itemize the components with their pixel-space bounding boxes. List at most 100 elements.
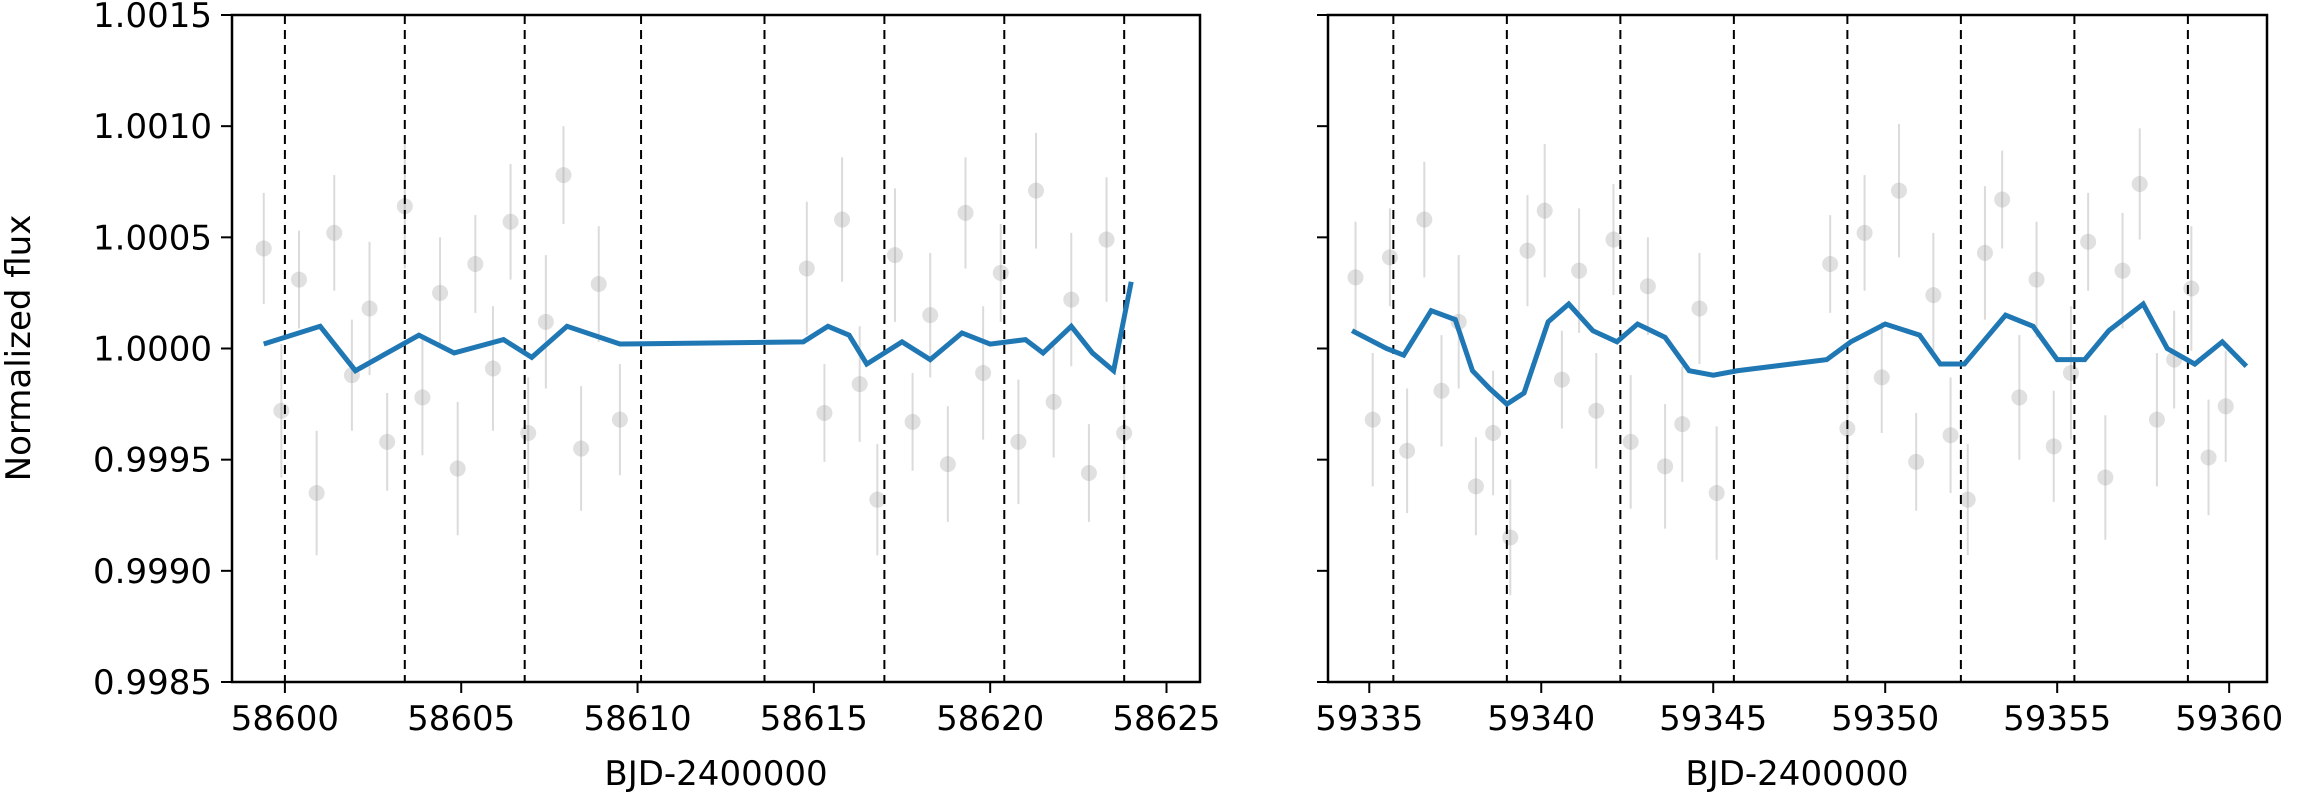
- y-tick-label: 1.0000: [93, 330, 212, 370]
- data-point: [1691, 300, 1708, 317]
- data-point: [2183, 280, 2200, 297]
- data-point: [1890, 182, 1907, 199]
- axes-frame: [230, 13, 1202, 684]
- data-point: [992, 264, 1009, 281]
- x-tick-label: 58625: [1112, 699, 1220, 739]
- data-point: [1467, 478, 1484, 495]
- data-point: [1959, 491, 1976, 508]
- x-tick-label: 59345: [1659, 699, 1767, 739]
- x-tick-label: 59350: [1831, 699, 1939, 739]
- data-point: [2011, 389, 2028, 406]
- data-point: [1925, 287, 1942, 304]
- y-tick-label: 1.0005: [93, 218, 212, 258]
- data-point: [798, 260, 815, 277]
- data-point: [939, 456, 956, 473]
- data-point: [1063, 291, 1080, 308]
- data-point: [816, 404, 833, 421]
- data-point: [308, 485, 325, 502]
- data-point: [467, 256, 484, 273]
- x-tick-label: 59360: [2175, 699, 2283, 739]
- data-point: [1416, 211, 1433, 228]
- data-point: [396, 198, 413, 215]
- data-point: [2097, 469, 2114, 486]
- data-point: [2045, 438, 2062, 455]
- data-point: [361, 300, 378, 317]
- data-point: [520, 424, 537, 441]
- data-point: [2028, 271, 2045, 288]
- data-point: [1116, 424, 1133, 441]
- data-point: [555, 167, 572, 184]
- data-point: [1708, 485, 1725, 502]
- data-point: [1364, 411, 1381, 428]
- data-point: [904, 413, 921, 430]
- data-point: [1639, 278, 1656, 295]
- data-point: [1502, 529, 1519, 546]
- data-point: [590, 276, 607, 293]
- x-tick-label: 59340: [1487, 699, 1595, 739]
- data-point: [886, 247, 903, 264]
- x-tick-label: 58610: [583, 699, 691, 739]
- data-point: [1536, 202, 1553, 219]
- data-point: [2080, 233, 2097, 250]
- x-axis-label: BJD-2400000: [1685, 754, 1908, 794]
- plot-area: [1347, 15, 2249, 682]
- x-tick-label: 58615: [760, 699, 868, 739]
- data-point: [922, 307, 939, 324]
- x-tick-label: 59335: [1315, 699, 1423, 739]
- data-point: [1381, 249, 1398, 266]
- data-point: [1908, 453, 1925, 470]
- y-tick-label: 1.0010: [93, 107, 212, 147]
- data-point: [1485, 424, 1502, 441]
- data-point: [834, 211, 851, 228]
- data-point: [1347, 269, 1364, 286]
- y-tick-label: 0.9995: [93, 441, 212, 481]
- data-point: [2114, 262, 2131, 279]
- data-point: [1519, 242, 1536, 259]
- data-point: [1588, 402, 1605, 419]
- data-point: [851, 376, 868, 393]
- data-point: [273, 402, 290, 419]
- data-point: [255, 240, 272, 257]
- data-point: [869, 491, 886, 508]
- x-tick-label: 58600: [231, 699, 339, 739]
- data-point: [1873, 369, 1890, 386]
- data-point: [2062, 364, 2079, 381]
- data-point: [611, 411, 628, 428]
- data-point: [1622, 433, 1639, 450]
- data-point: [1976, 244, 1993, 261]
- data-point: [2131, 175, 2148, 192]
- data-point: [379, 433, 396, 450]
- data-point: [1433, 382, 1450, 399]
- data-point: [1045, 393, 1062, 410]
- x-tick-label: 58605: [407, 699, 515, 739]
- data-point: [484, 360, 501, 377]
- data-point: [414, 389, 431, 406]
- y-axis-label: Normalized flux: [0, 215, 39, 482]
- data-point: [449, 460, 466, 477]
- data-point: [1010, 433, 1027, 450]
- data-point: [1028, 182, 1045, 199]
- plot-area: [255, 15, 1134, 682]
- y-tick-label: 1.0015: [93, 0, 212, 36]
- data-point: [957, 204, 974, 221]
- data-point: [2148, 411, 2165, 428]
- data-point: [1994, 191, 2011, 208]
- data-point: [975, 364, 992, 381]
- data-point: [1856, 224, 1873, 241]
- model-line: [262, 281, 1134, 376]
- data-point: [1399, 442, 1416, 459]
- x-tick-label: 58620: [936, 699, 1044, 739]
- axes-frame: [1326, 13, 2269, 684]
- data-point: [326, 224, 343, 241]
- data-point: [291, 271, 308, 288]
- data-point: [537, 313, 554, 330]
- data-point: [1822, 256, 1839, 273]
- data-point: [2217, 398, 2234, 415]
- data-point: [1674, 416, 1691, 433]
- y-tick-label: 0.9990: [93, 552, 212, 592]
- x-axis-label: BJD-2400000: [604, 754, 827, 794]
- data-point: [1098, 231, 1115, 248]
- data-point: [2200, 449, 2217, 466]
- y-tick-label: 0.9985: [93, 663, 212, 703]
